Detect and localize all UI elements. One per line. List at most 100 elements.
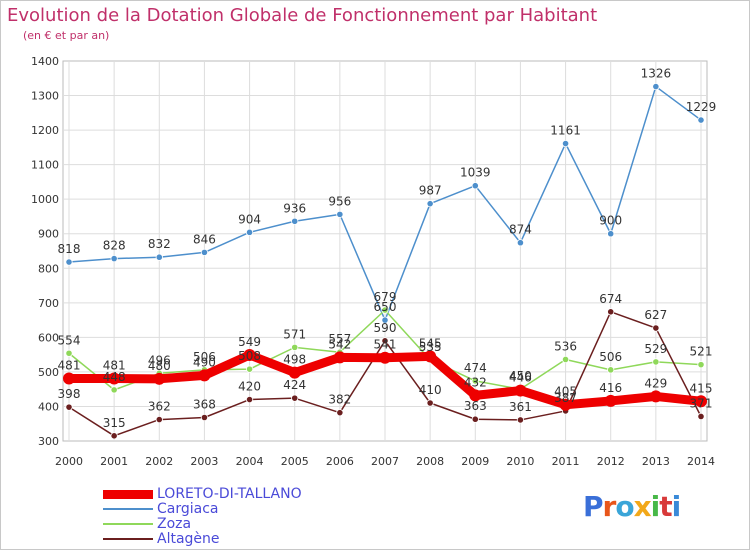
legend-label: Zoza [157,516,192,532]
data-point [155,415,163,424]
data-point [245,395,254,404]
data-point [516,239,525,247]
y-tick-label: 600 [38,331,59,344]
x-tick-label: 2005 [281,455,309,468]
data-label: 828 [103,239,126,253]
data-point [381,337,389,345]
data-point [652,324,660,332]
data-point [245,365,254,373]
data-point [381,316,389,324]
x-tick-label: 2003 [190,455,218,468]
data-point [561,355,570,364]
x-tick-label: 2014 [687,455,715,468]
legend-swatch [103,508,153,510]
legend-label: LORETO-DI-TALLANO [157,486,302,502]
data-label: 571 [283,327,306,341]
legend-item: Altagène [103,532,220,546]
data-label: 446 [509,371,532,385]
data-point [381,306,389,314]
data-label: 415 [690,381,713,395]
data-point [652,358,660,366]
chart-title: Evolution de la Dotation Globale de Fonc… [7,5,598,26]
data-label: 987 [419,184,442,198]
data-point [291,343,299,351]
data-label: 818 [58,242,81,256]
data-point [649,390,662,403]
data-label: 529 [644,342,667,356]
data-point [200,248,209,256]
data-label: 481 [58,358,81,372]
data-label: 432 [464,375,487,389]
data-point [245,228,254,236]
data-label: 362 [148,400,171,414]
y-tick-label: 1200 [31,124,59,137]
chart-subtitle: (en € et par an) [23,29,110,42]
x-tick-label: 2010 [506,455,534,468]
legend-swatch [103,538,153,540]
data-label: 405 [554,385,577,399]
y-tick-label: 1400 [31,55,59,68]
y-tick-label: 1300 [31,90,59,103]
data-point [559,398,572,411]
data-label: 496 [148,353,171,367]
data-point [243,348,256,361]
data-point [110,386,118,394]
data-label: 674 [599,292,622,306]
series-lines [63,82,707,440]
data-label: 361 [509,400,532,414]
data-label: 315 [103,416,126,430]
data-label: 545 [419,336,442,350]
data-label: 429 [644,376,667,390]
data-point [514,384,527,397]
data-point [426,200,434,208]
data-point [471,377,479,385]
y-tick-label: 1000 [31,193,59,206]
y-tick-label: 400 [38,400,59,413]
data-point [697,361,705,369]
data-label: 936 [283,201,306,215]
data-label: 679 [374,290,397,304]
data-label: 542 [328,337,351,351]
data-label: 521 [690,345,713,359]
data-label: 368 [193,398,216,412]
data-label: 398 [58,387,81,401]
data-point [607,366,615,374]
data-point [198,369,211,382]
data-label: 508 [238,349,261,363]
legend-label: Cargiaca [157,501,219,517]
data-label: 506 [599,350,622,364]
x-tick-label: 2002 [145,455,173,468]
data-point [200,413,209,422]
data-point [426,399,434,407]
data-label: 424 [283,378,306,392]
data-label: 410 [419,383,442,397]
data-point [695,395,707,408]
data-point [336,409,344,417]
data-point [607,308,615,316]
data-label: 490 [193,355,216,369]
data-label: 832 [148,237,171,251]
data-label: 474 [464,361,487,375]
legend-label: Altagène [157,531,220,547]
data-label: 549 [238,335,261,349]
data-point [516,416,525,424]
data-point [288,366,301,379]
data-point [604,394,617,407]
data-label: 498 [283,353,306,367]
data-point [471,182,479,190]
data-point [469,389,482,402]
data-label: 1229 [686,100,717,114]
y-tick-label: 500 [38,366,59,379]
data-label: 1326 [641,67,672,81]
data-label: 627 [644,308,667,322]
data-label: 450 [509,369,532,383]
data-label: 420 [238,380,261,394]
data-point [336,210,344,218]
data-label: 541 [374,338,397,352]
x-tick-label: 2013 [642,455,670,468]
data-label: 904 [238,212,261,226]
legend-swatch [103,489,153,499]
data-label: 416 [599,381,622,395]
data-label: 536 [554,339,577,353]
